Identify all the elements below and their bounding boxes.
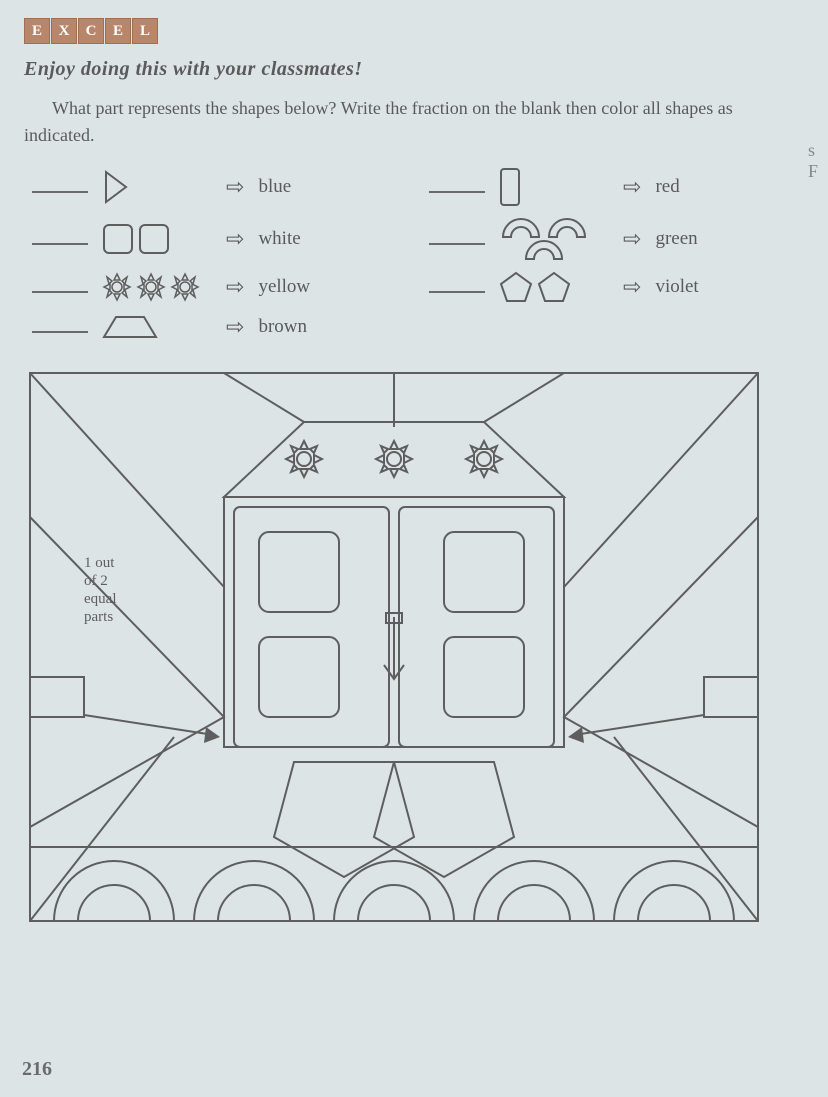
color-label: yellow <box>258 276 310 298</box>
fraction-blank[interactable] <box>32 233 88 245</box>
legend-item-violet: ⇨ violet <box>429 271 796 303</box>
color-label: green <box>655 228 697 250</box>
arrow-icon: ⇨ <box>623 274 641 300</box>
margin-hint: s F <box>808 140 818 182</box>
legend-item-red: ⇨ red <box>429 167 796 207</box>
anno-line: of 2 <box>84 573 108 589</box>
anno-line: equal <box>84 591 116 607</box>
page-number: 216 <box>22 1058 52 1081</box>
fraction-blank[interactable] <box>32 181 88 193</box>
legend-item-white: ⇨ white <box>32 217 399 261</box>
legend-grid: ⇨ blue ⇨ red ⇨ white ⇨ green <box>24 167 804 341</box>
fraction-blank[interactable] <box>429 181 485 193</box>
arrow-icon: ⇨ <box>623 174 641 200</box>
tag-letter: C <box>78 18 104 44</box>
square-icon <box>102 223 212 255</box>
page-title: Enjoy doing this with your classmates! <box>24 58 804 81</box>
tag-letter: E <box>105 18 131 44</box>
color-label: brown <box>258 316 307 338</box>
color-label: red <box>655 176 679 198</box>
arch-icon <box>499 217 609 261</box>
tag-letter: X <box>51 18 77 44</box>
excel-tag: E X C E L <box>24 18 159 44</box>
trapezoid-icon <box>102 313 212 341</box>
color-label: blue <box>258 176 291 198</box>
fraction-blank[interactable] <box>32 321 88 333</box>
pentagon-icon <box>499 271 609 303</box>
arrow-icon: ⇨ <box>226 314 244 340</box>
anno-line: 1 out <box>84 555 115 571</box>
fraction-blank[interactable] <box>429 281 485 293</box>
legend-item-yellow: ⇨ yellow <box>32 271 399 303</box>
tag-letter: L <box>132 18 158 44</box>
color-label: violet <box>655 276 698 298</box>
legend-item-blue: ⇨ blue <box>32 167 399 207</box>
arrow-icon: ⇨ <box>623 226 641 252</box>
sun-icon <box>102 272 212 302</box>
fraction-blank[interactable] <box>32 281 88 293</box>
instruction-text: What part represents the shapes below? W… <box>24 95 804 149</box>
fraction-blank[interactable] <box>429 233 485 245</box>
arrow-icon: ⇨ <box>226 174 244 200</box>
tag-letter: E <box>24 18 50 44</box>
anno-line: parts <box>84 609 113 625</box>
door-icon <box>499 167 609 207</box>
color-label: white <box>258 228 300 250</box>
arrow-icon: ⇨ <box>226 274 244 300</box>
legend-item-brown: ⇨ brown <box>32 313 399 341</box>
coloring-picture: 1 out of 2 equal parts <box>24 367 764 927</box>
arrow-icon: ⇨ <box>226 226 244 252</box>
triangle-icon <box>102 170 212 204</box>
legend-item-green: ⇨ green <box>429 217 796 261</box>
